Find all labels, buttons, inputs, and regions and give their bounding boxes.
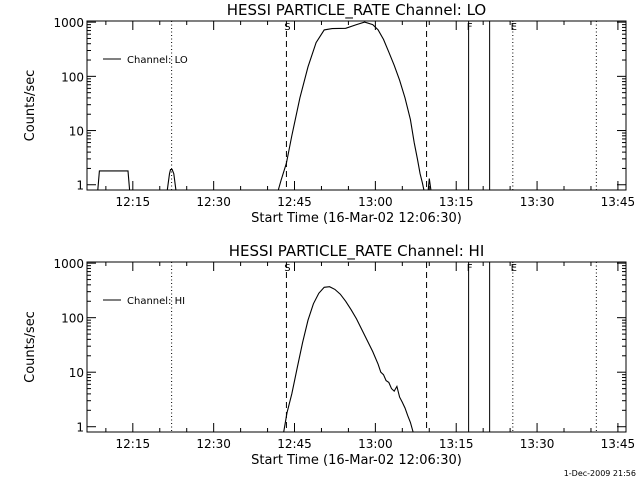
event-marker-label: F xyxy=(467,22,473,33)
x-tick-label: 12:30 xyxy=(196,195,231,209)
x-tick-label: 13:15 xyxy=(439,195,474,209)
series-line xyxy=(427,178,432,191)
chart-panel-hi: HESSI PARTICLE_RATE Channel: HI S F E 12:15 1… xyxy=(23,242,635,468)
y-tick-label: 1000 xyxy=(53,16,84,30)
x-tick-label: 13:45 xyxy=(601,437,636,451)
chart-title: HESSI PARTICLE_RATE Channel: LO xyxy=(227,1,486,20)
series-line xyxy=(166,169,177,191)
y-tick-label: 10 xyxy=(69,125,84,139)
plot-timestamp: 1-Dec-2009 21:56 xyxy=(563,469,636,478)
event-marker-label: S xyxy=(284,263,290,274)
chart-panel-lo: HESSI PARTICLE_RATE Channel: LO S F E 12:15 1… xyxy=(23,1,635,226)
x-tick-label: 13:00 xyxy=(358,195,393,209)
x-tick-label: 12:15 xyxy=(116,195,151,209)
y-tick-label: 100 xyxy=(61,312,84,326)
chart-title: HESSI PARTICLE_RATE Channel: HI xyxy=(229,242,485,261)
plot-frame xyxy=(86,20,627,191)
series-line xyxy=(277,21,425,191)
x-tick-label: 13:30 xyxy=(520,437,555,451)
y-tick-label: 1000 xyxy=(53,257,84,271)
x-axis-label: Start Time (16-Mar-02 12:06:30) xyxy=(251,453,462,468)
x-tick-label: 12:30 xyxy=(196,437,231,451)
series-line xyxy=(283,286,414,433)
x-tick-label: 13:00 xyxy=(358,437,393,451)
event-marker-label: E xyxy=(511,22,517,33)
series-line xyxy=(97,170,131,191)
plot-frame xyxy=(86,261,627,433)
x-tick-label: 12:45 xyxy=(277,195,312,209)
x-tick-label: 12:45 xyxy=(277,437,312,451)
y-tick-label: 1 xyxy=(76,179,84,193)
y-axis-label: Counts/sec xyxy=(23,311,38,383)
y-axis-label: Counts/sec xyxy=(23,70,38,142)
x-tick-label: 13:15 xyxy=(439,437,474,451)
y-tick-label: 10 xyxy=(69,366,84,380)
event-marker-label: E xyxy=(511,263,517,274)
x-tick-label: 13:45 xyxy=(601,195,636,209)
y-tick-label: 100 xyxy=(61,70,84,84)
y-tick-label: 1 xyxy=(76,421,84,435)
legend-label: Channel: LO xyxy=(127,55,188,66)
legend-label: Channel: HI xyxy=(127,296,185,307)
event-marker-label: F xyxy=(467,263,473,274)
x-tick-label: 12:15 xyxy=(116,437,151,451)
x-tick-label: 13:30 xyxy=(520,195,555,209)
event-marker-label: S xyxy=(284,22,290,33)
x-axis-label: Start Time (16-Mar-02 12:06:30) xyxy=(251,211,462,226)
